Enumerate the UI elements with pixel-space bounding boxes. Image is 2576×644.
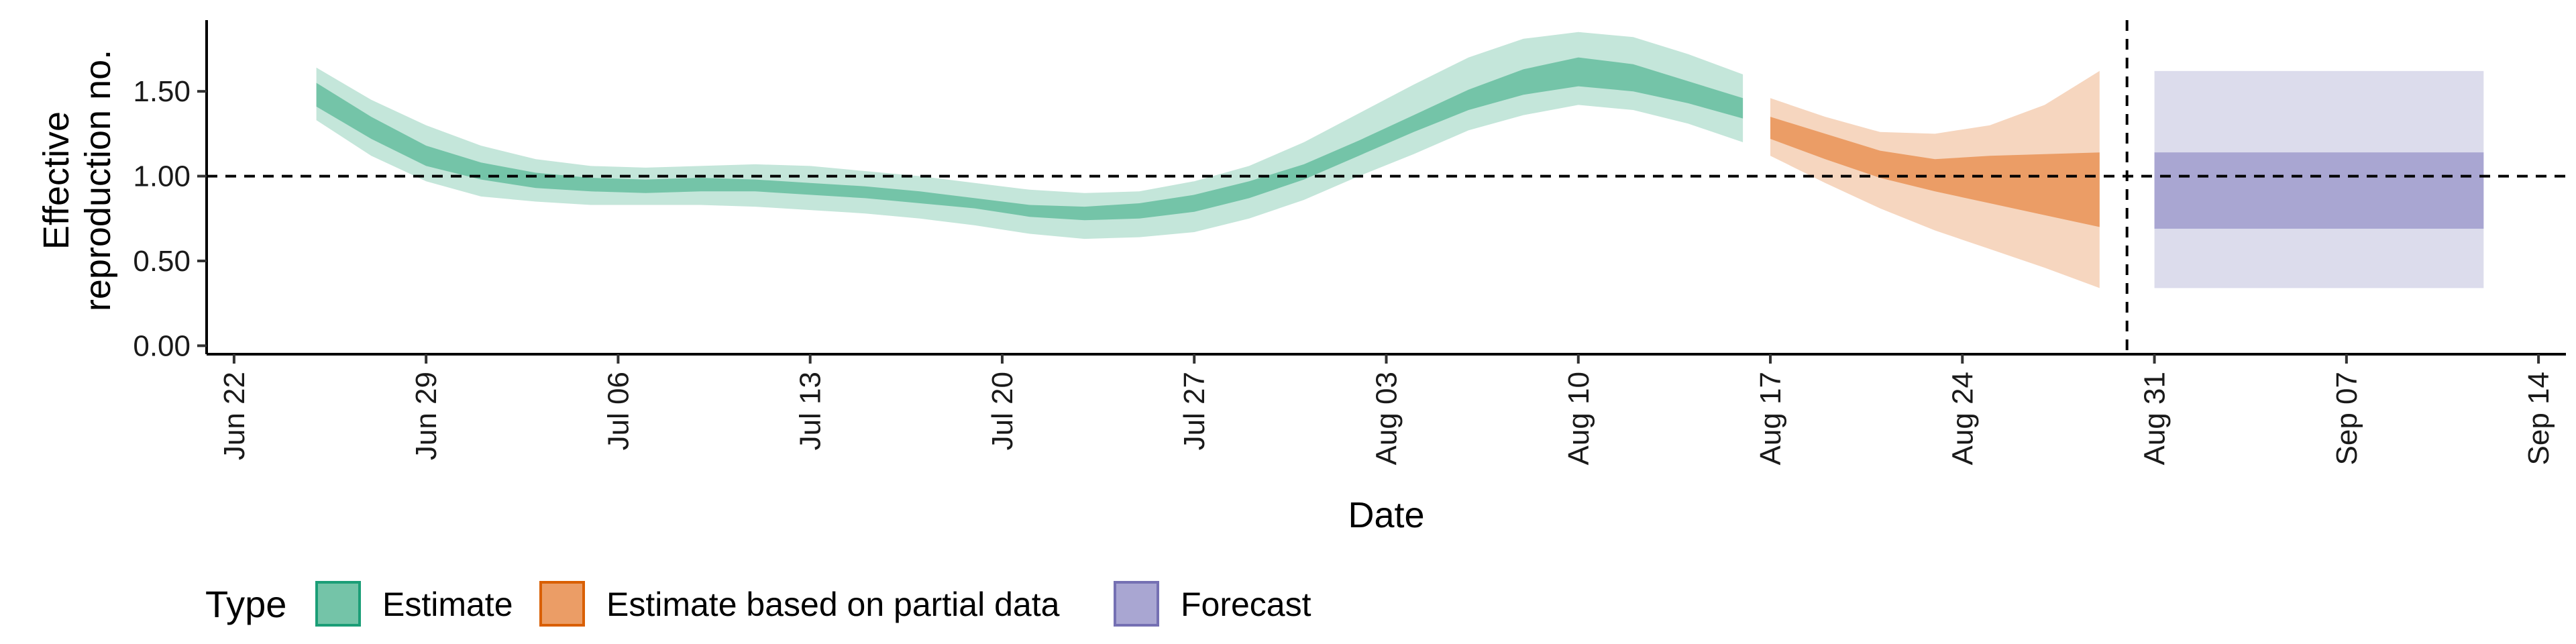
- legend-title: Type: [205, 583, 286, 625]
- y-tick-label: 1.00: [133, 160, 191, 193]
- legend-label-partial: Estimate based on partial data: [606, 586, 1060, 623]
- x-axis-title: Date: [1348, 495, 1424, 535]
- data-bands: [316, 32, 2484, 288]
- x-tick-label: Sep 07: [2330, 372, 2363, 465]
- forecast-inner-band: [2154, 152, 2484, 229]
- x-tick-label: Sep 14: [2522, 372, 2555, 465]
- legend: Type Estimate Estimate based on partial da…: [205, 581, 1311, 627]
- y-tick-label: 0.00: [133, 329, 191, 362]
- x-tick-label: Jul 13: [794, 372, 827, 450]
- legend-key-partial: [539, 581, 585, 627]
- partial-inner-band: [1770, 117, 2100, 227]
- x-tick-label: Jul 06: [602, 372, 635, 450]
- legend-label-estimate: Estimate: [382, 586, 513, 623]
- legend-key-forecast: [1114, 581, 1159, 627]
- x-tick-label: Jun 29: [410, 372, 443, 460]
- x-tick-label: Aug 31: [2139, 372, 2171, 465]
- legend-key-estimate: [315, 581, 361, 627]
- x-tick-label: Jun 22: [218, 372, 251, 460]
- x-tick-label: Jul 27: [1178, 372, 1211, 450]
- y-axis-title: Effectivereproduction no.: [36, 50, 118, 311]
- x-tick-label: Aug 24: [1946, 372, 1979, 465]
- y-axis-title-line: Effective: [36, 111, 76, 250]
- estimate-inner-band: [316, 57, 1743, 221]
- y-tick-label: 1.50: [133, 75, 191, 108]
- axes: 0.00 0.50 1.00 1.50 Jun 22 Jun 29 Jul 06 Jul 13…: [133, 20, 2566, 465]
- x-tick-label: Aug 03: [1371, 372, 1403, 465]
- legend-label-forecast: Forecast: [1181, 586, 1311, 623]
- x-tick-label: Jul 20: [986, 372, 1019, 450]
- x-tick-label: Aug 17: [1754, 372, 1787, 465]
- x-tick-label: Aug 10: [1562, 372, 1595, 465]
- y-tick-label: 0.50: [133, 245, 191, 278]
- y-axis-title-line: reproduction no.: [78, 50, 118, 311]
